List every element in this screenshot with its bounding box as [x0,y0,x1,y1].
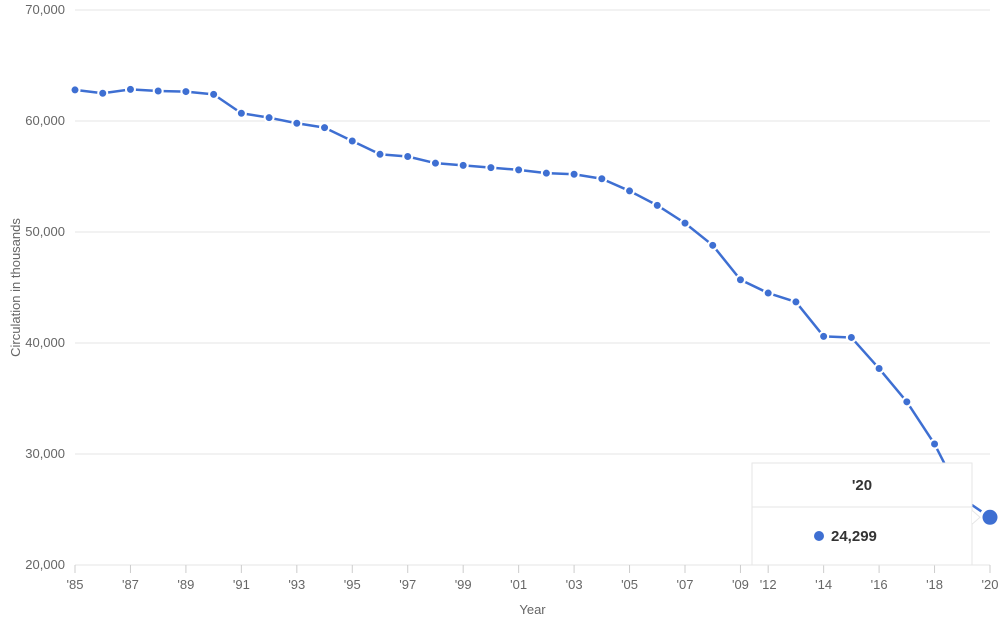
data-point[interactable] [376,150,385,159]
data-point[interactable] [653,201,662,210]
data-point[interactable] [847,333,856,342]
data-point[interactable] [875,364,884,373]
y-tick-label: 60,000 [25,113,65,128]
x-axis-title: Year [519,602,546,617]
x-tick-label: '20 [982,577,999,592]
data-point[interactable] [154,87,163,96]
x-tick-label: '14 [815,577,832,592]
data-point[interactable] [681,219,690,228]
data-point[interactable] [320,123,329,132]
chart-container: 20,000 30,000 40,000 50,000 60,000 70,000 '85 '… [0,0,1000,623]
data-point[interactable] [209,90,218,99]
data-point[interactable] [570,170,579,179]
tooltip-series-dot [814,531,824,541]
data-point[interactable] [708,241,717,250]
x-tick-label: '95 [344,577,361,592]
data-point[interactable] [237,109,246,118]
x-tick-label: '07 [677,577,694,592]
data-point[interactable] [625,186,634,195]
x-tick-label: '85 [67,577,84,592]
data-point[interactable] [98,89,107,98]
x-tick-label: '89 [177,577,194,592]
data-point[interactable] [348,136,357,145]
x-tick-label: '01 [510,577,527,592]
x-tick-label: '12 [760,577,777,592]
y-tick-label: 50,000 [25,224,65,239]
data-point[interactable] [486,163,495,172]
data-point[interactable] [403,152,412,161]
data-point[interactable] [819,332,828,341]
y-tick-label: 20,000 [25,557,65,572]
x-tick-label: '18 [926,577,943,592]
tooltip-value: 24,299 [831,528,877,545]
x-tick-label: '09 [732,577,749,592]
data-point[interactable] [459,161,468,170]
y-axis-title: Circulation in thousands [8,218,23,357]
data-point[interactable] [181,87,190,96]
line-chart: 20,000 30,000 40,000 50,000 60,000 70,000 '85 '… [0,0,1000,623]
y-tick-label: 30,000 [25,446,65,461]
tooltip: '20 24,299 [752,463,980,565]
data-point[interactable] [71,85,80,94]
data-point[interactable] [764,289,773,298]
tooltip-title: '20 [852,477,872,494]
data-point[interactable] [431,159,440,168]
x-tick-label: '93 [288,577,305,592]
x-tick-label: '16 [871,577,888,592]
y-tick-label: 40,000 [25,335,65,350]
data-point[interactable] [265,113,274,122]
y-tick-label: 70,000 [25,2,65,17]
x-tick-label: '99 [455,577,472,592]
x-tick-label: '91 [233,577,250,592]
data-point-highlighted[interactable] [981,508,999,526]
data-point[interactable] [902,397,911,406]
x-tick-label: '87 [122,577,139,592]
x-tick-label: '05 [621,577,638,592]
data-point[interactable] [736,275,745,284]
data-point[interactable] [597,174,606,183]
data-point[interactable] [542,169,551,178]
data-point[interactable] [514,165,523,174]
data-point[interactable] [930,440,939,449]
x-tick-label: '03 [566,577,583,592]
data-point[interactable] [126,85,135,94]
data-point[interactable] [791,297,800,306]
data-point[interactable] [292,119,301,128]
x-tick-label: '97 [399,577,416,592]
